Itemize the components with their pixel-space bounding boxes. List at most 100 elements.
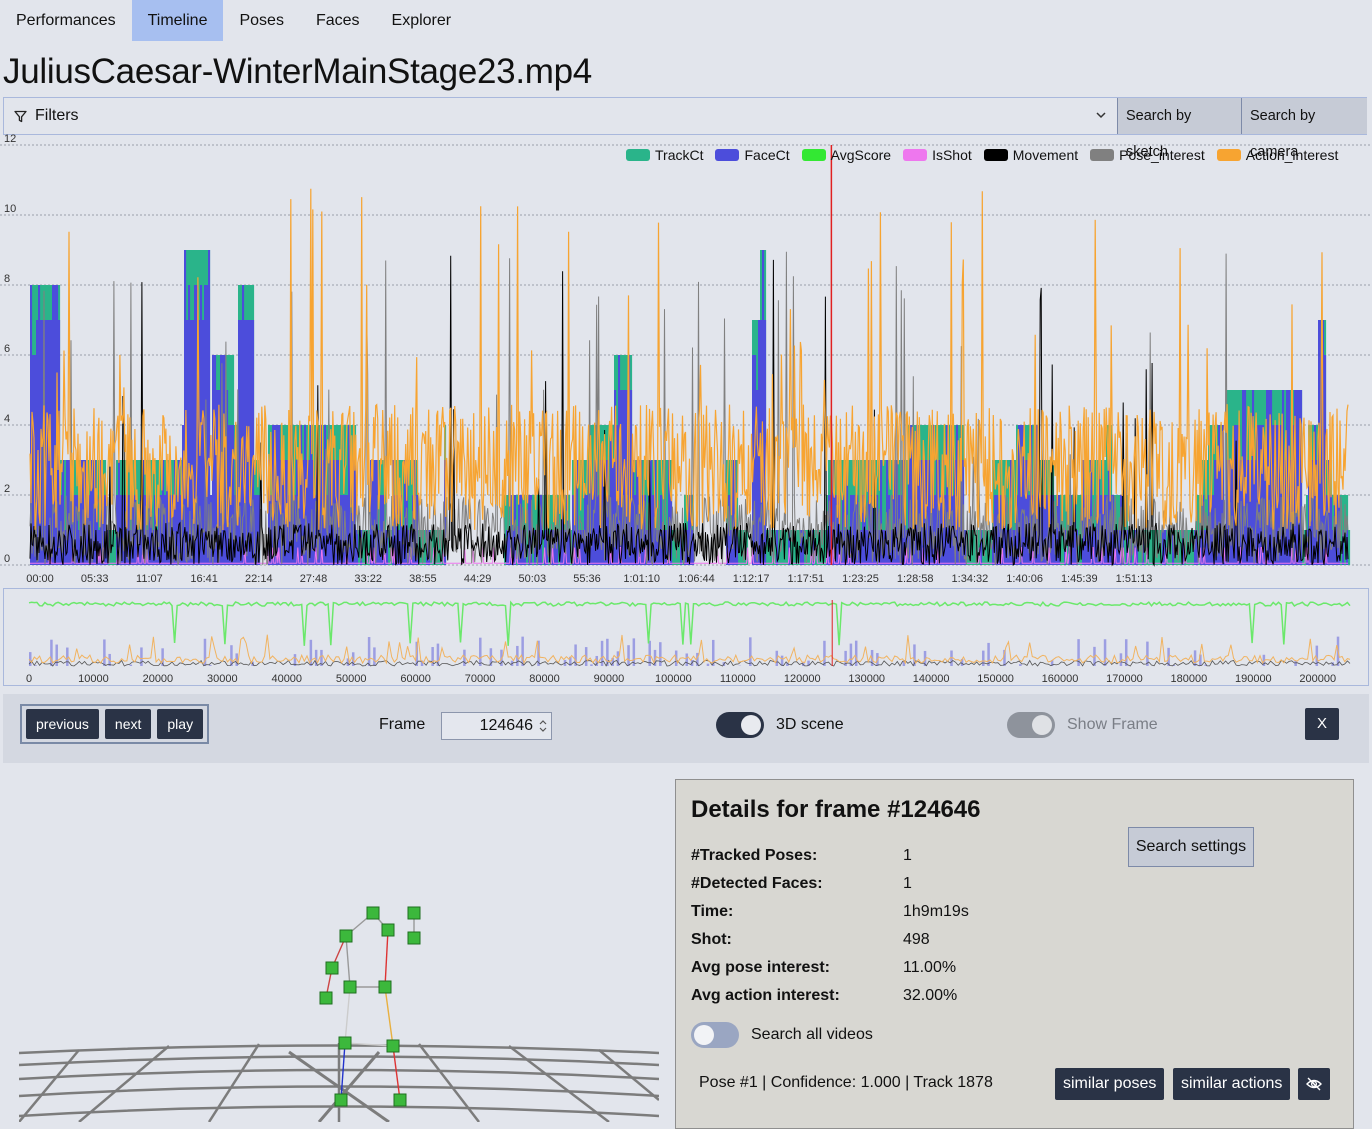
legend-swatch [984, 149, 1008, 161]
close-button[interactable]: X [1305, 708, 1339, 740]
frame-value: 124646 [480, 717, 533, 734]
legend-label: AvgScore [831, 147, 891, 163]
y-tick-label: 2 [4, 483, 10, 495]
legend-item-trackct[interactable]: TrackCt [626, 147, 703, 163]
details-heading: Details for frame #124646 [691, 796, 981, 824]
y-tick-label: 6 [4, 343, 10, 355]
legend-item-action-interest[interactable]: Action_interest [1217, 147, 1339, 163]
scene-toggle[interactable] [716, 712, 764, 738]
mini-x-tick-label: 20000 [143, 673, 174, 685]
frame-input[interactable]: 124646 [441, 712, 552, 740]
detail-key: Avg action interest: [691, 987, 840, 1005]
mini-bar [590, 664, 593, 666]
tab-performances[interactable]: Performances [0, 0, 132, 41]
show-frame-toggle[interactable] [1007, 712, 1055, 738]
play-button[interactable]: play [157, 709, 203, 739]
x-tick-label: 1:12:17 [733, 573, 770, 585]
scene-toggle-knob [741, 715, 761, 735]
legend-item-pose-interest[interactable]: Pose_interest [1090, 147, 1205, 163]
detail-key: Shot: [691, 931, 732, 949]
x-tick-label: 11:07 [136, 573, 163, 585]
spinner-arrows-icon[interactable] [539, 719, 547, 733]
tab-poses[interactable]: Poses [223, 0, 299, 41]
x-tick-label: 1:28:58 [897, 573, 934, 585]
mini-x-tick-label: 120000 [784, 673, 821, 685]
filters-toggle[interactable]: Filters [14, 98, 79, 134]
mini-bar [479, 638, 482, 666]
search-by-camera-button[interactable]: Search by camera [1241, 98, 1367, 134]
search-all-videos-label: Search all videos [751, 1026, 873, 1044]
legend-swatch [903, 149, 927, 161]
x-tick-label: 55:36 [573, 573, 601, 585]
tab-faces[interactable]: Faces [300, 0, 376, 41]
detail-key: Avg pose interest: [691, 959, 830, 977]
page-title: JuliusCaesar-WinterMainStage23.mp4 [3, 52, 592, 92]
similar-actions-button[interactable]: similar actions [1173, 1068, 1290, 1100]
similar-poses-button[interactable]: similar poses [1055, 1068, 1164, 1100]
chevron-down-icon[interactable] [1094, 108, 1108, 122]
mini-bar [55, 645, 58, 666]
trackct-series-bar [114, 530, 116, 565]
mini-x-tick-label: 150000 [977, 673, 1014, 685]
mini-x-tick-label: 200000 [1299, 673, 1336, 685]
mini-bar [368, 637, 371, 666]
playback-controls: previous next play Frame 124646 3D scene… [3, 694, 1369, 763]
mini-x-tick-label: 50000 [336, 673, 367, 685]
legend-swatch [626, 149, 650, 161]
x-tick-label: 1:51:13 [1116, 573, 1153, 585]
x-tick-label: 22:14 [245, 573, 273, 585]
legend-item-movement[interactable]: Movement [984, 147, 1078, 163]
next-button[interactable]: next [105, 709, 151, 739]
detail-value: 1 [903, 847, 912, 865]
legend-label: Action_interest [1246, 147, 1339, 163]
mini-bar [648, 641, 651, 666]
mini-x-tick-label: 80000 [529, 673, 560, 685]
x-tick-label: 16:41 [190, 573, 218, 585]
detail-key: #Tracked Poses: [691, 847, 817, 865]
x-tick-label: 50:03 [519, 573, 547, 585]
y-tick-label: 12 [4, 133, 16, 145]
legend-label: FaceCt [744, 147, 789, 163]
mini-bar [686, 653, 689, 666]
detail-value: 498 [903, 931, 930, 949]
legend-item-facect[interactable]: FaceCt [715, 147, 789, 163]
mini-bar [781, 656, 784, 666]
x-tick-label: 05:33 [81, 573, 109, 585]
mini-bar [209, 665, 212, 666]
mini-x-tick-label: 100000 [655, 673, 692, 685]
mini-action-line [29, 635, 1350, 663]
mini-bar [1125, 639, 1128, 666]
funnel-icon [14, 110, 27, 123]
mini-x-tick-label: 10000 [78, 673, 109, 685]
hide-pose-button[interactable] [1298, 1068, 1330, 1100]
mini-bar [1294, 661, 1297, 666]
mini-x-tick-label: 70000 [465, 673, 496, 685]
legend-swatch [802, 149, 826, 161]
detail-value: 1 [903, 875, 912, 893]
legend-item-isshot[interactable]: IsShot [903, 147, 972, 163]
legend-label: Pose_interest [1119, 147, 1205, 163]
legend-item-avgscore[interactable]: AvgScore [802, 147, 891, 163]
tab-timeline[interactable]: Timeline [132, 0, 224, 41]
pose-info: Pose #1 | Confidence: 1.000 | Track 1878 [699, 1074, 993, 1092]
scene-toggle-label: 3D scene [776, 716, 844, 734]
detail-value: 1h9m19s [903, 903, 969, 921]
x-tick-label: 44:29 [464, 573, 492, 585]
pose-joints [320, 907, 420, 1106]
mini-x-tick-label: 90000 [594, 673, 625, 685]
3d-scene-viewport[interactable] [19, 770, 659, 1122]
mini-bar [66, 648, 69, 666]
mini-bar [707, 664, 710, 666]
search-all-toggle-knob [694, 1025, 714, 1045]
mini-bar [103, 639, 106, 666]
top-nav: Performances Timeline Poses Faces Explor… [0, 0, 467, 41]
tab-explorer[interactable]: Explorer [376, 0, 468, 41]
detail-value: 32.00% [903, 987, 957, 1005]
search-by-sketch-button[interactable]: Search by sketch [1117, 98, 1241, 134]
search-all-videos-toggle[interactable] [691, 1022, 739, 1048]
mini-x-tick-label: 110000 [720, 673, 756, 685]
previous-button[interactable]: previous [26, 709, 99, 739]
search-settings-button[interactable]: Search settings [1128, 827, 1254, 867]
